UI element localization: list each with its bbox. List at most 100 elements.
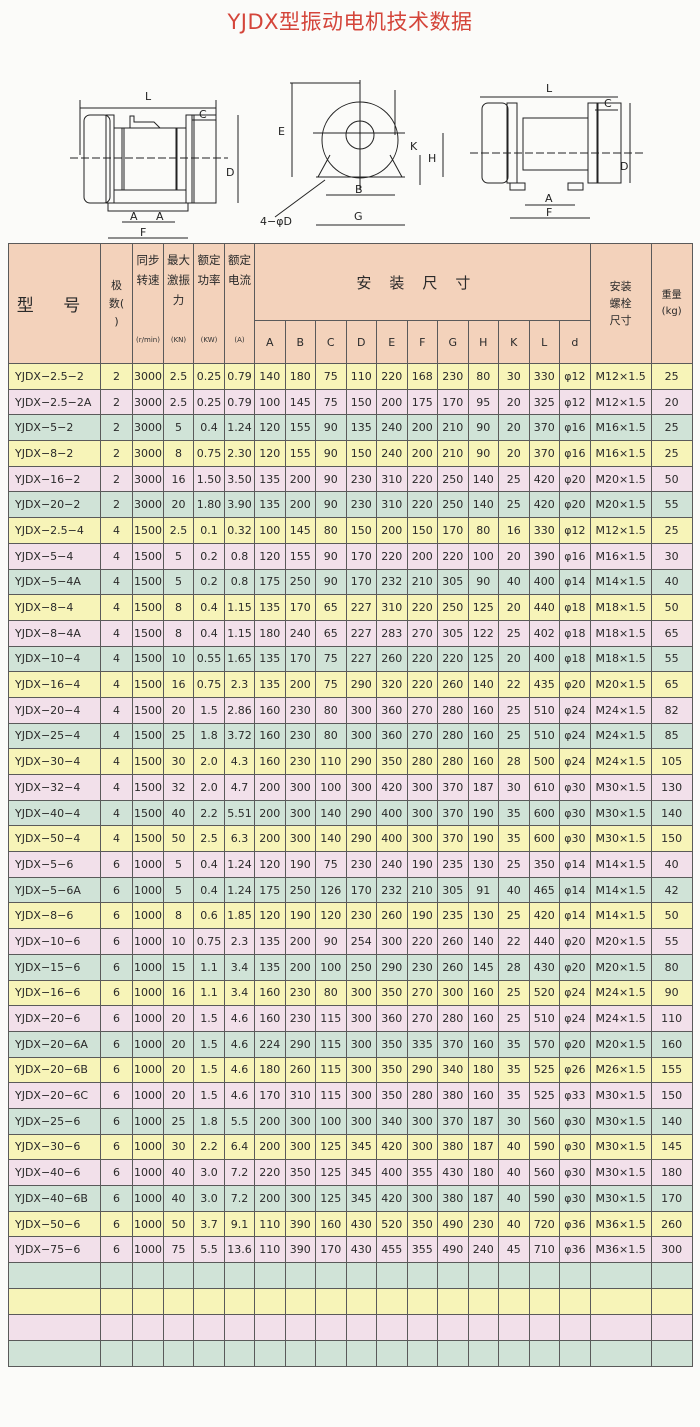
cell-dim-d-hole: φ20 [559, 465, 591, 493]
cell-dim-c: 100 [315, 774, 347, 801]
empty-cell [437, 1340, 469, 1368]
cell-dim-e: 240 [376, 851, 408, 878]
cell-dim-e: 340 [376, 1107, 408, 1135]
cell-bolt-size: M30×1.5 [589, 1107, 652, 1135]
empty-cell [650, 1262, 693, 1290]
empty-cell [163, 1314, 194, 1342]
cell-power: 0.6 [193, 902, 225, 930]
cell-dim-l: 430 [528, 953, 560, 981]
empty-row [8, 1340, 693, 1368]
empty-row [8, 1262, 693, 1290]
empty-cell [589, 1340, 652, 1368]
cell-model: YJDX−75−6 [8, 1236, 101, 1264]
cell-dim-d-hole: φ18 [559, 594, 591, 621]
cell-dim-b: 310 [284, 1082, 316, 1109]
cell-power: 2.0 [193, 774, 225, 801]
cell-dim-f: 290 [406, 1056, 438, 1084]
cell-model: YJDX−20−6C [8, 1082, 101, 1109]
cell-dim-l: 570 [528, 1030, 560, 1058]
cell-dim-g: 430 [437, 1159, 469, 1186]
cell-power: 0.25 [193, 388, 225, 416]
cell-poles: 6 [100, 851, 133, 878]
cell-speed: 1000 [132, 1056, 164, 1084]
cell-speed: 1000 [132, 1082, 164, 1109]
cell-dim-d: 230 [345, 851, 377, 878]
table-row: YJDX−5−4A 4 1500 5 0.2 0.8 175 250 90 170 232 210 30… [8, 568, 693, 596]
cell-dim-g: 220 [437, 542, 469, 570]
cell-dim-k: 25 [498, 491, 530, 519]
cell-model: YJDX−20−4 [8, 696, 101, 724]
cell-dim-g: 280 [437, 722, 469, 750]
cell-poles: 6 [100, 1133, 133, 1161]
cell-dim-l: 325 [528, 388, 560, 416]
cell-model: YJDX−20−6A [8, 1030, 101, 1058]
cell-power: 0.2 [193, 568, 225, 596]
cell-dim-b: 230 [284, 1005, 316, 1032]
cell-dim-h: 160 [467, 696, 499, 724]
cell-dim-k: 25 [498, 722, 530, 750]
cell-dim-a: 200 [254, 1107, 286, 1135]
cell-dim-h: 187 [467, 774, 499, 801]
cell-dim-b: 155 [284, 542, 316, 570]
header-speed: 同步转速 (r/min) [132, 243, 164, 364]
cell-dim-a: 200 [254, 774, 286, 801]
cell-dim-c: 140 [315, 825, 347, 853]
cell-speed: 1500 [132, 825, 164, 853]
cell-weight: 150 [650, 1082, 693, 1109]
empty-cell [650, 1340, 693, 1368]
cell-dim-d-hole: φ12 [559, 363, 591, 390]
cell-current: 7.2 [224, 1185, 255, 1212]
cell-bolt-size: M12×1.5 [589, 388, 652, 416]
cell-dim-c: 90 [315, 440, 347, 467]
cell-speed: 3000 [132, 440, 164, 467]
cell-model: YJDX−30−4 [8, 748, 101, 775]
cell-poles: 4 [100, 568, 133, 596]
cell-model: YJDX−8−2 [8, 440, 101, 467]
cell-dim-c: 100 [315, 953, 347, 981]
cell-dim-e: 360 [376, 696, 408, 724]
cell-bolt-size: M20×1.5 [589, 465, 652, 493]
cell-power: 1.5 [193, 1056, 225, 1084]
cell-dim-a: 175 [254, 568, 286, 596]
cell-dim-l: 600 [528, 799, 560, 827]
cell-dim-l: 400 [528, 568, 560, 596]
cell-dim-l: 710 [528, 1236, 560, 1264]
cell-dim-c: 80 [315, 517, 347, 544]
cell-dim-d-hole: φ20 [559, 491, 591, 519]
cell-dim-l: 440 [528, 928, 560, 955]
cell-power: 1.5 [193, 1005, 225, 1032]
cell-dim-d-hole: φ36 [559, 1210, 591, 1238]
cell-dim-c: 75 [315, 671, 347, 698]
cell-weight: 20 [650, 388, 693, 416]
cell-dim-a: 100 [254, 388, 286, 416]
cell-current: 2.3 [224, 671, 255, 698]
cell-current: 2.30 [224, 440, 255, 467]
cell-force: 8 [163, 902, 194, 930]
cell-weight: 170 [650, 1185, 693, 1212]
empty-cell [406, 1314, 438, 1342]
cell-bolt-size: M24×1.5 [589, 748, 652, 775]
cell-dim-b: 145 [284, 517, 316, 544]
empty-cell [559, 1262, 591, 1290]
cell-model: YJDX−8−4A [8, 619, 101, 647]
cell-bolt-size: M30×1.5 [589, 1082, 652, 1109]
cell-weight: 25 [650, 363, 693, 390]
cell-poles: 2 [100, 414, 133, 442]
cell-dim-b: 300 [284, 1133, 316, 1161]
cell-weight: 140 [650, 1107, 693, 1135]
cell-dim-h: 91 [467, 876, 499, 904]
cell-dim-g: 260 [437, 928, 469, 955]
table-row: YJDX−32−4 4 1500 32 2.0 4.7 200 300 100 300 420 300… [8, 774, 693, 801]
cell-current: 3.4 [224, 979, 255, 1007]
cell-dim-a: 120 [254, 542, 286, 570]
cell-dim-b: 250 [284, 876, 316, 904]
cell-dim-e: 310 [376, 465, 408, 493]
cell-dim-h: 90 [467, 414, 499, 442]
dim-label-L: L [145, 90, 152, 103]
cell-dim-c: 90 [315, 465, 347, 493]
cell-model: YJDX−10−6 [8, 928, 101, 955]
cell-dim-f: 220 [406, 928, 438, 955]
cell-speed: 1000 [132, 1236, 164, 1264]
cell-dim-c: 125 [315, 1159, 347, 1186]
cell-weight: 40 [650, 568, 693, 596]
